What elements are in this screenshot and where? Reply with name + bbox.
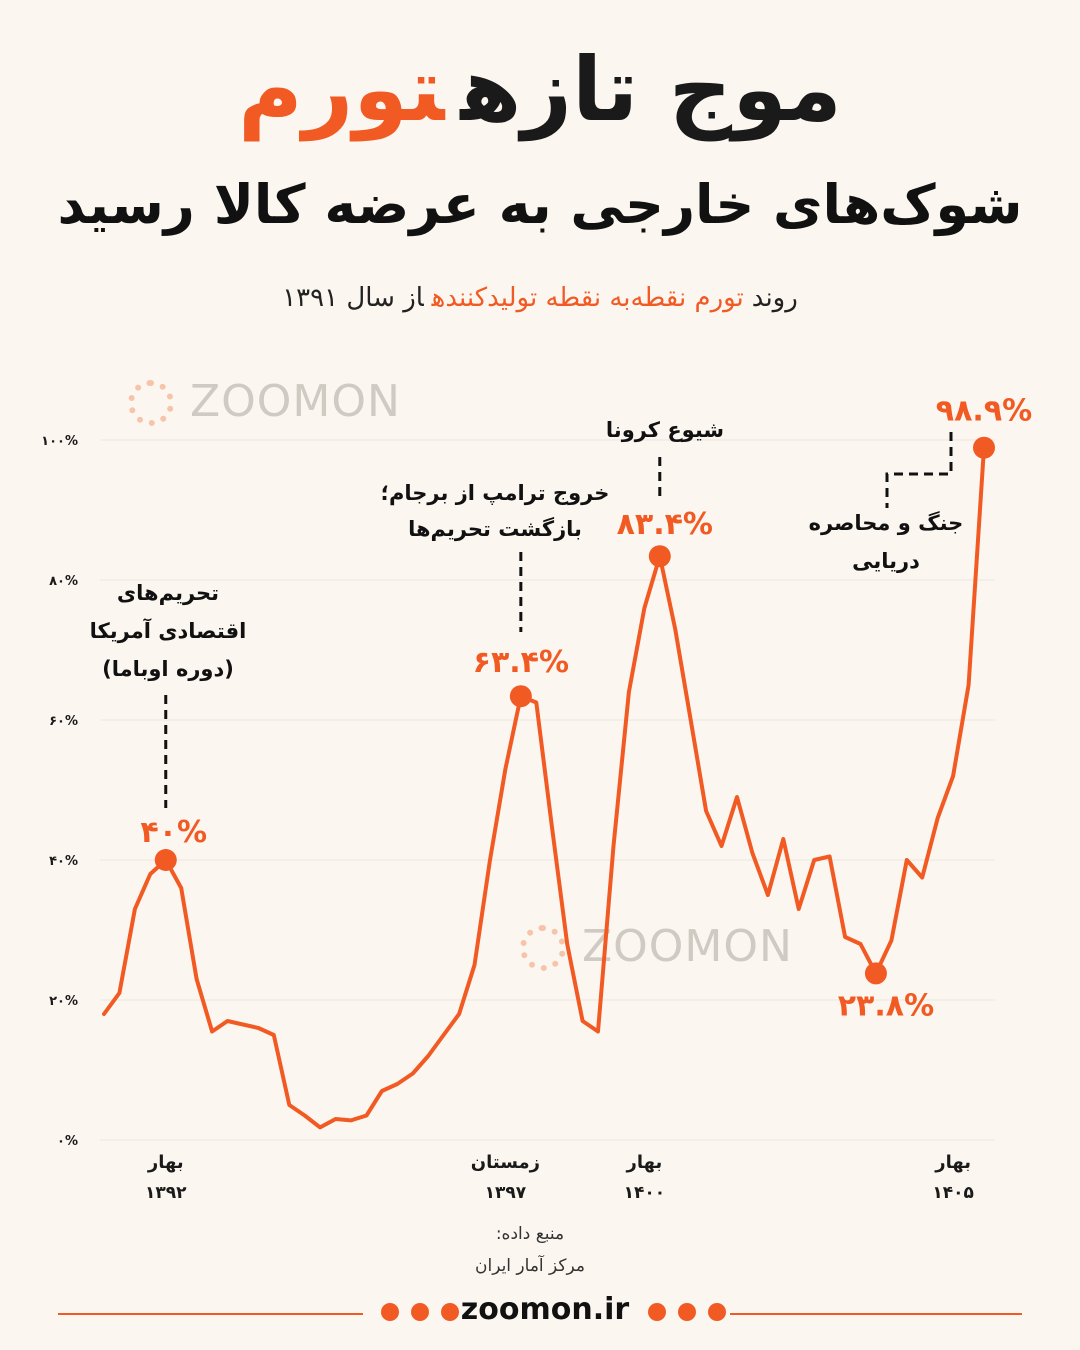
y-tick-label: ۴۰%	[49, 854, 78, 869]
data-point	[648, 545, 671, 568]
title-accent: تورم	[238, 38, 445, 141]
watermark-logo-icon	[128, 380, 174, 426]
source-label: منبع داده:	[495, 1224, 565, 1244]
watermark-center: ZOOMON	[582, 921, 793, 972]
footer-dot-icon	[678, 1303, 696, 1321]
annotation-text: شیوع کرونا	[606, 418, 724, 442]
footer-dot-icon	[708, 1303, 726, 1321]
footer-line-left	[58, 1313, 363, 1315]
data-label: ۸۳.۴%	[617, 507, 713, 542]
annotation-text: دریایی	[852, 549, 920, 573]
footer-dot-icon	[381, 1303, 399, 1321]
x-tick-season: بهار	[147, 1152, 184, 1173]
annotation-text: (دوره اوباما)	[102, 657, 234, 681]
x-tick-year: ۱۳۹۷	[485, 1183, 527, 1203]
annotation-text: تحریم‌های	[117, 581, 219, 605]
y-tick-label: ۸۰%	[49, 574, 78, 589]
footer-dot-icon	[441, 1303, 459, 1321]
caption-start: روند	[751, 283, 798, 313]
caption-end: از سال ۱۳۹۱	[282, 283, 424, 313]
x-tick-year: ۱۴۰۵	[932, 1183, 974, 1203]
data-point	[973, 436, 995, 459]
watermark-logo-icon-center	[520, 925, 566, 971]
footer-line-right	[730, 1313, 1022, 1315]
y-tick-label: ۰%	[57, 1134, 78, 1149]
data-label: ۴۰%	[140, 815, 207, 850]
y-tick-label: ۲۰%	[49, 994, 78, 1009]
data-label: ۲۳.۸%	[838, 988, 934, 1023]
source-value: مرکز آمار ایران	[474, 1256, 586, 1276]
series-line	[102, 445, 986, 1130]
annotation-leader	[885, 432, 953, 508]
title-dark: موج تازه	[460, 38, 842, 141]
data-point	[509, 685, 532, 708]
chart-title: موج تازهتورم	[0, 40, 1080, 140]
x-tick-season: زمستان	[471, 1152, 540, 1173]
footer-dots-left	[381, 1303, 459, 1321]
chart-caption: روندتورم نقطه‌به نقطه تولیدکنندهاز سال ۱…	[0, 278, 1080, 318]
footer-dot-icon	[648, 1303, 666, 1321]
annotation-text: بازگشت تحریم‌ها	[408, 516, 582, 541]
chart-subtitle: شوک‌های خارجی به عرضه کالا رسید	[57, 173, 1023, 236]
x-tick-year: ۱۴۰۰	[624, 1183, 666, 1203]
y-tick-label: ۱۰۰%	[41, 434, 78, 449]
data-label: ۹۸.۹%	[936, 394, 1032, 429]
website-link[interactable]: zoomon.ir	[460, 1292, 630, 1327]
data-point	[154, 849, 177, 871]
data-label: ۶۳.۴%	[473, 645, 569, 680]
x-tick-year: ۱۳۹۲	[145, 1183, 187, 1203]
footer-dots-right	[648, 1303, 726, 1321]
x-tick-season: بهار	[625, 1152, 662, 1173]
data-source: منبع داده: مرکز آمار ایران	[380, 1218, 680, 1282]
data-point	[864, 962, 887, 985]
x-tick-season: بهار	[934, 1152, 971, 1173]
y-tick-label: ۶۰%	[49, 714, 78, 729]
annotation-text: اقتصادی آمریکا	[90, 618, 247, 643]
footer-dot-icon	[411, 1303, 429, 1321]
watermark-top: ZOOMON	[190, 376, 401, 427]
annotation-text: جنگ و محاصره	[809, 510, 964, 535]
caption-accent: تورم نقطه‌به نقطه تولیدکننده	[431, 283, 744, 313]
annotation-text: خروج ترامپ از برجام؛	[381, 481, 610, 506]
